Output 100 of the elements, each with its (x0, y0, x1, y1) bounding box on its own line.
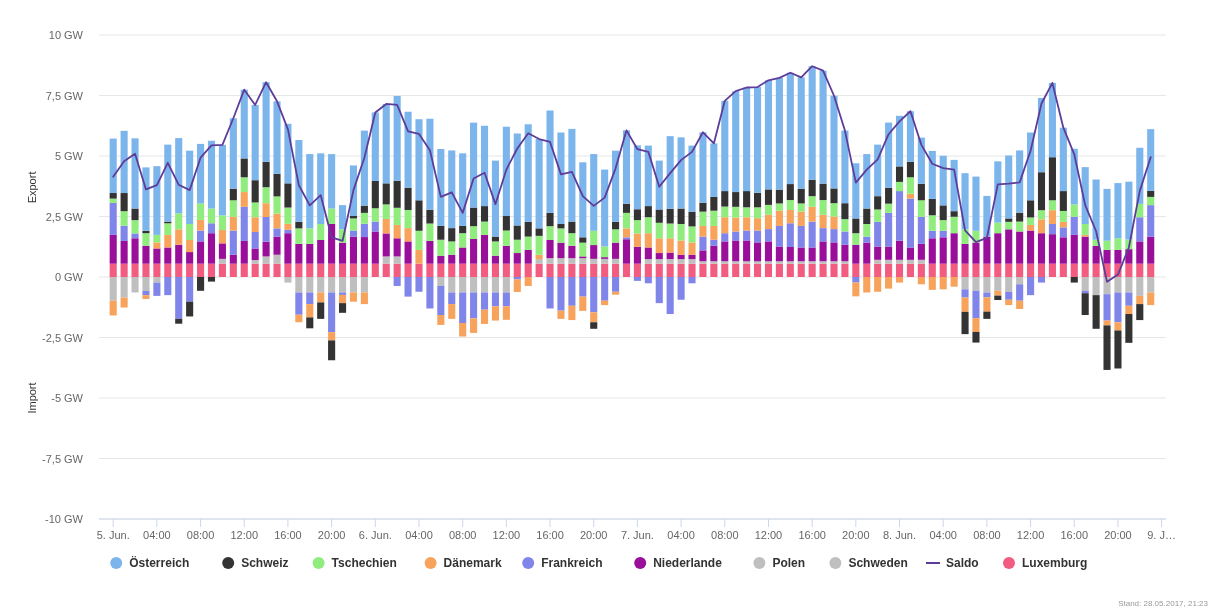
bar (491, 263, 499, 277)
bar (830, 95, 838, 189)
bar (622, 130, 631, 204)
bar (480, 125, 489, 207)
bar (622, 203, 631, 213)
bar (470, 292, 478, 319)
bar (1005, 291, 1013, 300)
bar (677, 254, 685, 260)
bar (306, 292, 314, 305)
bar (644, 206, 652, 218)
bar (612, 291, 620, 295)
bar (262, 187, 270, 204)
bar (852, 244, 860, 264)
bar (524, 249, 532, 264)
bar (1037, 219, 1046, 234)
bar (317, 224, 325, 240)
bar (426, 240, 434, 264)
bar (295, 314, 303, 323)
bar (1016, 221, 1024, 232)
bar (459, 233, 467, 248)
bar (513, 133, 521, 226)
bar (371, 263, 379, 277)
bar (732, 206, 740, 218)
bar (786, 72, 794, 185)
bar (557, 224, 565, 229)
x-tick-label: 04:00 (143, 529, 171, 541)
bar (808, 221, 816, 248)
bar (109, 263, 117, 277)
bar (917, 183, 925, 201)
bar (939, 263, 947, 277)
bar (502, 216, 510, 231)
bar (448, 150, 456, 229)
bar (885, 212, 893, 247)
bar (338, 277, 347, 293)
bar (557, 263, 565, 277)
bar (459, 292, 467, 323)
bar (404, 241, 412, 264)
bar (633, 209, 641, 221)
bar (338, 242, 347, 264)
bar (688, 242, 696, 255)
bar (972, 290, 980, 319)
bar (491, 306, 499, 321)
bar (1005, 299, 1013, 306)
bar (644, 233, 652, 248)
bar (131, 138, 139, 209)
bar (393, 207, 401, 225)
bar (491, 241, 499, 256)
bar (863, 263, 871, 277)
bar (502, 230, 510, 246)
bar (601, 300, 609, 306)
bar (382, 256, 390, 264)
bar (754, 261, 762, 264)
bar (491, 277, 499, 293)
bar (633, 233, 641, 247)
x-tick-label: 08:00 (186, 529, 215, 541)
bar (917, 216, 925, 244)
bar (830, 242, 838, 262)
bar (360, 277, 368, 293)
bar (1136, 295, 1144, 305)
bar (349, 218, 358, 231)
bar (1059, 237, 1067, 264)
bar (841, 231, 849, 245)
bar (1092, 295, 1100, 329)
bar (338, 263, 347, 277)
bar (917, 243, 925, 260)
bar (819, 183, 827, 201)
bar (786, 200, 794, 210)
bar (371, 180, 379, 209)
bar (557, 258, 565, 264)
bar (950, 263, 958, 277)
bar (863, 236, 871, 243)
bar (885, 122, 893, 188)
bar (1103, 294, 1111, 321)
legend-label: Polen (772, 556, 806, 570)
bar (437, 239, 445, 256)
bar (153, 248, 161, 264)
bar (109, 277, 117, 301)
bar (186, 252, 194, 264)
bar (906, 259, 914, 264)
bar (917, 263, 925, 277)
bar (568, 233, 576, 246)
bar (939, 277, 947, 290)
bar (743, 263, 751, 277)
bar (131, 208, 139, 221)
bar (568, 258, 576, 264)
bar (1147, 129, 1155, 191)
bar (808, 247, 816, 262)
bar (426, 263, 434, 277)
bar (928, 230, 936, 239)
x-tick-label: 04:00 (929, 529, 957, 541)
bar (972, 331, 980, 343)
bar (1059, 263, 1067, 277)
bar (732, 261, 740, 264)
bar (218, 144, 226, 216)
y-tick-label: -5 GW (51, 392, 84, 404)
bar (1114, 183, 1122, 239)
bar (666, 277, 674, 315)
bar (612, 221, 620, 230)
bar (207, 277, 216, 282)
bar (437, 148, 445, 226)
